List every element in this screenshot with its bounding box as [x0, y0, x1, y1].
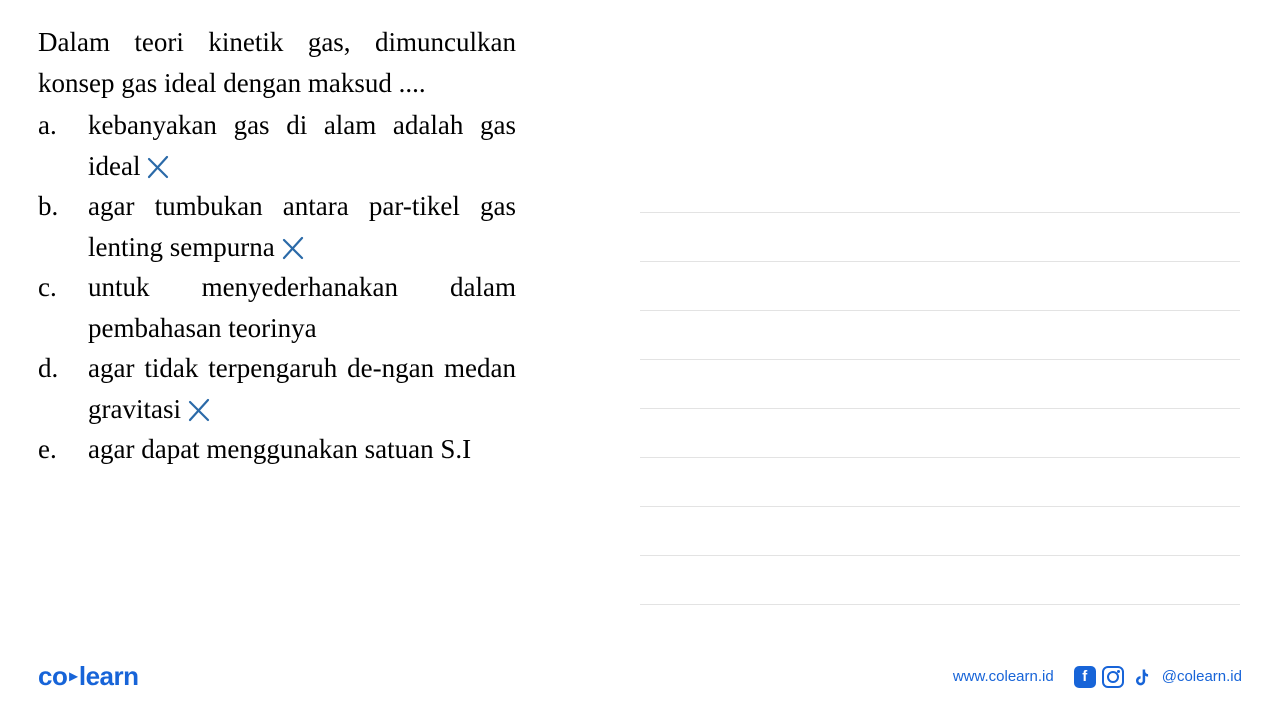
option-item: a.kebanyakan gas di alam adalah gas idea… — [38, 105, 516, 186]
option-item: e.agar dapat menggunakan satuan S.I — [38, 429, 516, 470]
option-text: agar dapat menggunakan satuan S.I — [88, 429, 516, 470]
x-mark-icon — [187, 398, 213, 424]
writing-lines-area — [640, 164, 1240, 605]
option-item: c.untuk menyederhanakan dalam pembahasan… — [38, 267, 516, 348]
writing-line — [640, 507, 1240, 556]
tiktok-icon — [1130, 666, 1152, 688]
option-text: untuk menyederhanakan dalam pembahasan t… — [88, 267, 516, 348]
footer: co▸learn www.colearn.id f @colearn.id — [0, 661, 1280, 692]
option-letter: d. — [38, 348, 88, 429]
writing-line — [640, 164, 1240, 213]
option-text: kebanyakan gas di alam adalah gas ideal — [88, 105, 516, 186]
writing-line — [640, 360, 1240, 409]
website-url: www.colearn.id — [953, 668, 1054, 685]
writing-line — [640, 458, 1240, 507]
instagram-icon — [1102, 666, 1124, 688]
writing-line — [640, 262, 1240, 311]
option-text: agar tidak terpengaruh de-ngan medan gra… — [88, 348, 516, 429]
option-letter: a. — [38, 105, 88, 186]
options-list: a.kebanyakan gas di alam adalah gas idea… — [38, 105, 516, 470]
question-content: Dalam teori kinetik gas, dimunculkan kon… — [38, 22, 516, 470]
footer-right: www.colearn.id f @colearn.id — [953, 666, 1242, 688]
social-handle: @colearn.id — [1162, 668, 1242, 685]
option-item: d.agar tidak terpengaruh de-ngan medan g… — [38, 348, 516, 429]
option-item: b.agar tumbukan antara par-tikel gas len… — [38, 186, 516, 267]
option-text: agar tumbukan antara par-tikel gas lenti… — [88, 186, 516, 267]
writing-line — [640, 311, 1240, 360]
facebook-icon: f — [1074, 666, 1096, 688]
logo-learn: learn — [79, 661, 139, 691]
x-mark-icon — [146, 155, 172, 181]
x-mark-icon — [281, 236, 307, 262]
colearn-logo: co▸learn — [38, 661, 139, 692]
option-letter: b. — [38, 186, 88, 267]
writing-line — [640, 213, 1240, 262]
writing-line — [640, 409, 1240, 458]
logo-co: co — [38, 661, 67, 691]
question-text: Dalam teori kinetik gas, dimunculkan kon… — [38, 22, 516, 103]
logo-dot: ▸ — [69, 666, 77, 686]
option-letter: c. — [38, 267, 88, 348]
option-letter: e. — [38, 429, 88, 470]
writing-line — [640, 556, 1240, 605]
social-icons: f @colearn.id — [1074, 666, 1242, 688]
